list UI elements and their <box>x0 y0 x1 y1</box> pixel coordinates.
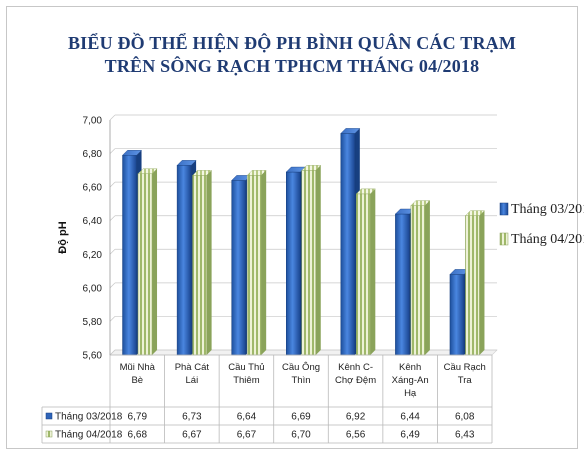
data-label: 6,70 <box>291 430 311 441</box>
data-label: 6,79 <box>128 412 148 423</box>
legend-label: Tháng 04/2018 <box>511 232 584 247</box>
bar <box>246 175 262 356</box>
x-tick-label: Xáng-An <box>392 375 429 386</box>
bar-top <box>122 150 143 156</box>
bar-side <box>152 168 158 355</box>
y-axis-label: Độ pH <box>57 221 69 253</box>
chart-subtitle: TRÊN SÔNG RẠCH TPHCM THÁNG 04/2018 <box>104 56 480 76</box>
bar <box>176 165 192 356</box>
x-tick-label: Phà Cát <box>175 362 210 373</box>
legend-swatch <box>499 202 509 216</box>
data-label: 6,67 <box>182 430 202 441</box>
bar-side <box>479 210 485 355</box>
bar-top <box>464 210 485 216</box>
x-tick-label: Mũi Nhà <box>120 362 156 373</box>
bar <box>231 180 246 356</box>
bar-side <box>370 188 376 355</box>
x-tick-label: Chợ Đệm <box>335 375 376 386</box>
bar-top <box>192 170 213 176</box>
gridline-depth <box>109 181 116 188</box>
y-tick-label: 7,00 <box>83 116 103 127</box>
data-label: 6,67 <box>237 430 257 441</box>
bar <box>449 274 465 356</box>
gridline-depth <box>109 148 116 154</box>
data-label: 6,56 <box>346 430 366 441</box>
bar-side <box>315 165 321 355</box>
y-tick-label: 5,60 <box>83 351 103 362</box>
data-label: 6,69 <box>291 412 311 423</box>
y-tick-label: 6,40 <box>83 216 103 227</box>
data-label: 6,64 <box>237 412 257 423</box>
table-series-name: Tháng 04/2018 <box>55 430 123 441</box>
bar <box>356 193 371 356</box>
legend-label: Tháng 03/2018 <box>511 202 584 217</box>
x-tick-label: Thìn <box>291 375 310 386</box>
y-tick-label: 6,20 <box>83 250 103 261</box>
x-tick-label: Thiêm <box>233 375 259 386</box>
table-legend-key <box>45 430 53 438</box>
gridline-depth <box>109 249 116 255</box>
x-tick-label: Cầu Thủ <box>228 362 264 373</box>
bar-side <box>206 170 212 355</box>
bar-side <box>261 170 267 355</box>
y-tick-label: 6,00 <box>83 283 103 294</box>
bar-top <box>246 170 267 176</box>
data-label: 6,44 <box>400 412 420 423</box>
x-tick-label: Lái <box>186 375 199 386</box>
data-label: 6,73 <box>182 412 202 423</box>
data-label: 6,08 <box>455 412 475 423</box>
legend-swatch <box>499 232 509 246</box>
bar <box>465 215 480 356</box>
table-series-name: Tháng 03/2018 <box>55 412 123 423</box>
bar <box>395 213 410 356</box>
x-tick-label: Cầu Rạch <box>444 362 486 373</box>
x-tick-label: Cầu Ông <box>282 362 320 373</box>
bar-top <box>355 188 376 195</box>
gridline-depth <box>109 316 116 322</box>
x-tick-label: Kênh C- <box>338 362 373 373</box>
gridline-depth <box>109 215 116 221</box>
bar-top <box>137 168 158 174</box>
gridline-depth <box>109 282 116 289</box>
bar-side <box>424 200 430 355</box>
data-label: 6,68 <box>128 430 148 441</box>
bar <box>192 175 207 356</box>
x-tick-label: Hạ <box>404 388 417 399</box>
bar-top <box>301 165 322 171</box>
table-legend-key <box>45 412 53 420</box>
data-label: 6,43 <box>455 430 475 441</box>
x-tick-label: Bè <box>131 375 143 386</box>
bar <box>410 205 426 356</box>
y-tick-label: 5,80 <box>83 317 103 328</box>
x-tick-label: Kênh <box>399 362 421 373</box>
data-label: 6,92 <box>346 412 366 423</box>
bar <box>301 170 316 356</box>
gridline-depth <box>109 114 116 121</box>
data-label: 6,49 <box>400 430 420 441</box>
y-tick-label: 6,60 <box>83 183 103 194</box>
bar <box>340 133 356 356</box>
bar <box>122 155 137 356</box>
bar <box>137 173 153 356</box>
chart-title: BIỂU ĐỒ THỂ HIỆN ĐỘ PH BÌNH QUÂN CÁC TRẠ… <box>67 33 517 53</box>
bar-top <box>340 128 361 134</box>
y-tick-label: 6,80 <box>83 149 103 160</box>
x-tick-label: Tra <box>458 375 473 386</box>
bar-top <box>176 160 197 166</box>
bar-top <box>410 200 431 206</box>
gridline-depth <box>109 349 116 356</box>
bar <box>286 171 301 356</box>
